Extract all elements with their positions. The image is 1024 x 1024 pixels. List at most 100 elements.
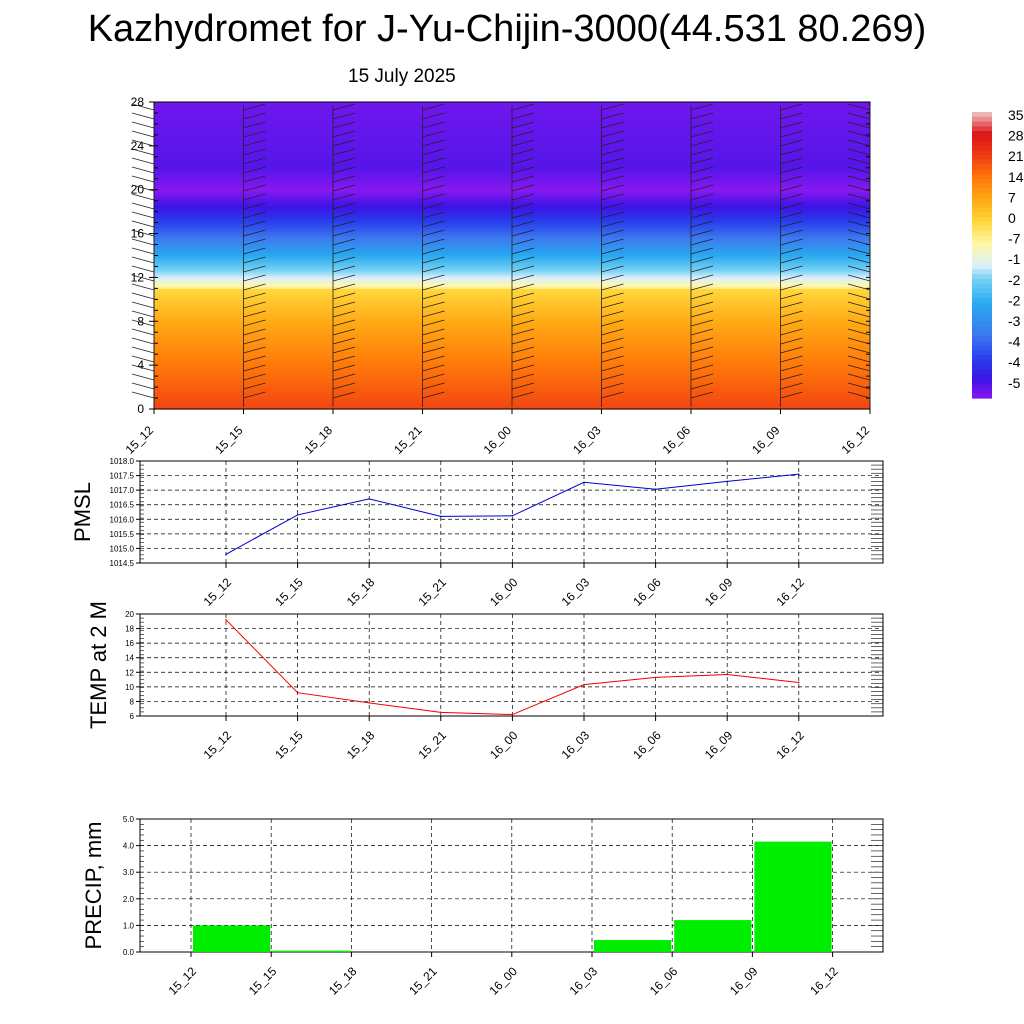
colorbar-cell bbox=[972, 340, 992, 347]
colorbar-cell bbox=[972, 374, 992, 380]
wind-barb bbox=[780, 364, 803, 372]
wind-barb bbox=[511, 391, 535, 399]
wind-barb bbox=[243, 247, 266, 255]
wind-barb bbox=[332, 364, 356, 372]
xtick-label: 16_06 bbox=[630, 575, 664, 609]
wind-barb bbox=[332, 211, 356, 219]
wind-barb bbox=[511, 337, 535, 345]
wind-barb bbox=[422, 364, 445, 372]
ytick-label: 18 bbox=[125, 625, 134, 634]
colorbar-cell bbox=[972, 173, 992, 180]
wind-barb bbox=[511, 175, 535, 183]
wind-barb bbox=[780, 157, 803, 165]
wind-barb bbox=[847, 193, 871, 201]
wind-barb bbox=[601, 247, 624, 255]
ytick-label: 6 bbox=[130, 712, 135, 721]
wind-barb bbox=[780, 355, 803, 363]
wind-barb bbox=[690, 274, 714, 282]
xtick-label: 16_03 bbox=[559, 575, 593, 609]
wind-barb bbox=[511, 157, 535, 165]
wind-barb bbox=[332, 202, 356, 210]
temp-at-2-m-axis-label: TEMP at 2 M bbox=[86, 601, 111, 729]
wind-barb bbox=[131, 103, 155, 111]
wind-barb bbox=[601, 184, 624, 192]
heatmap-band bbox=[154, 406, 870, 410]
data-point bbox=[726, 673, 728, 676]
wind-barb bbox=[332, 139, 356, 147]
wind-barb bbox=[601, 265, 624, 273]
data-point bbox=[296, 514, 299, 516]
wind-barb bbox=[780, 220, 803, 228]
wind-barb bbox=[131, 112, 155, 120]
wind-barb bbox=[780, 121, 803, 129]
wind-barb bbox=[131, 130, 155, 138]
wind-barb bbox=[422, 130, 445, 138]
wind-barb bbox=[332, 265, 356, 273]
wind-barb bbox=[422, 184, 445, 192]
colorbar-cell bbox=[972, 150, 992, 156]
wind-barb bbox=[511, 238, 535, 246]
wind-barb bbox=[780, 175, 803, 183]
wind-barb bbox=[511, 247, 535, 255]
wind-barb bbox=[690, 157, 714, 165]
data-point bbox=[511, 713, 514, 716]
wind-barb bbox=[601, 346, 624, 354]
wind-barb bbox=[511, 148, 535, 156]
wind-barb bbox=[601, 175, 624, 183]
colorbar-cell bbox=[972, 316, 992, 323]
wind-barb bbox=[847, 220, 871, 228]
precip-bar bbox=[594, 940, 672, 952]
xtick-label: 15_15 bbox=[272, 575, 306, 609]
wind-barb bbox=[243, 229, 266, 237]
wind-barb bbox=[847, 346, 871, 354]
wind-barb bbox=[780, 229, 803, 237]
colorbar-cell bbox=[972, 178, 992, 185]
wind-barb bbox=[422, 175, 445, 183]
colorbar-cell bbox=[972, 274, 992, 280]
colorbar-cell bbox=[972, 169, 992, 175]
wind-barb bbox=[332, 121, 356, 129]
wind-barb bbox=[511, 301, 535, 309]
wind-barb bbox=[131, 319, 155, 327]
wind-barb bbox=[847, 238, 871, 246]
wind-barb bbox=[690, 391, 714, 399]
wind-barb bbox=[243, 292, 266, 300]
precip-bar bbox=[273, 950, 351, 952]
colorbar-label: -7 bbox=[1008, 231, 1021, 247]
wind-barb bbox=[131, 238, 155, 246]
wind-barb bbox=[243, 391, 266, 399]
wind-barb bbox=[422, 355, 445, 363]
wind-barb bbox=[690, 283, 714, 291]
wind-barb bbox=[780, 292, 803, 300]
wind-barb bbox=[511, 265, 535, 273]
heatmap-xtick-label: 16_06 bbox=[660, 423, 694, 457]
wind-barb bbox=[847, 175, 871, 183]
wind-barb bbox=[780, 391, 803, 399]
colorbar-cell bbox=[972, 269, 992, 275]
wind-barb bbox=[780, 373, 803, 381]
wind-barb bbox=[690, 292, 714, 300]
wind-barb bbox=[601, 202, 624, 210]
wind-barb bbox=[422, 148, 445, 156]
wind-barb bbox=[847, 373, 871, 381]
wind-barb bbox=[511, 103, 535, 111]
colorbar-cell bbox=[972, 293, 992, 299]
heatmap-xtick-label: 16_09 bbox=[749, 423, 783, 457]
colorbar-cell bbox=[972, 240, 992, 247]
wind-barb bbox=[511, 184, 535, 192]
ytick-label: 4.0 bbox=[123, 842, 135, 851]
wind-barb bbox=[243, 364, 266, 372]
wind-barb bbox=[780, 256, 803, 264]
wind-barb bbox=[243, 310, 266, 318]
colorbar-cell bbox=[972, 145, 992, 151]
wind-barb bbox=[690, 121, 714, 129]
wind-barb bbox=[690, 139, 714, 147]
xtick-label: 16_09 bbox=[702, 728, 736, 762]
wind-barb bbox=[847, 391, 871, 399]
heatmap-xtick-label: 16_12 bbox=[839, 423, 873, 457]
wind-barb bbox=[847, 166, 871, 174]
wind-barb bbox=[332, 175, 356, 183]
wind-barb bbox=[601, 139, 624, 147]
heatmap-ytick-label: 0 bbox=[137, 402, 144, 416]
wind-barb bbox=[601, 391, 624, 399]
